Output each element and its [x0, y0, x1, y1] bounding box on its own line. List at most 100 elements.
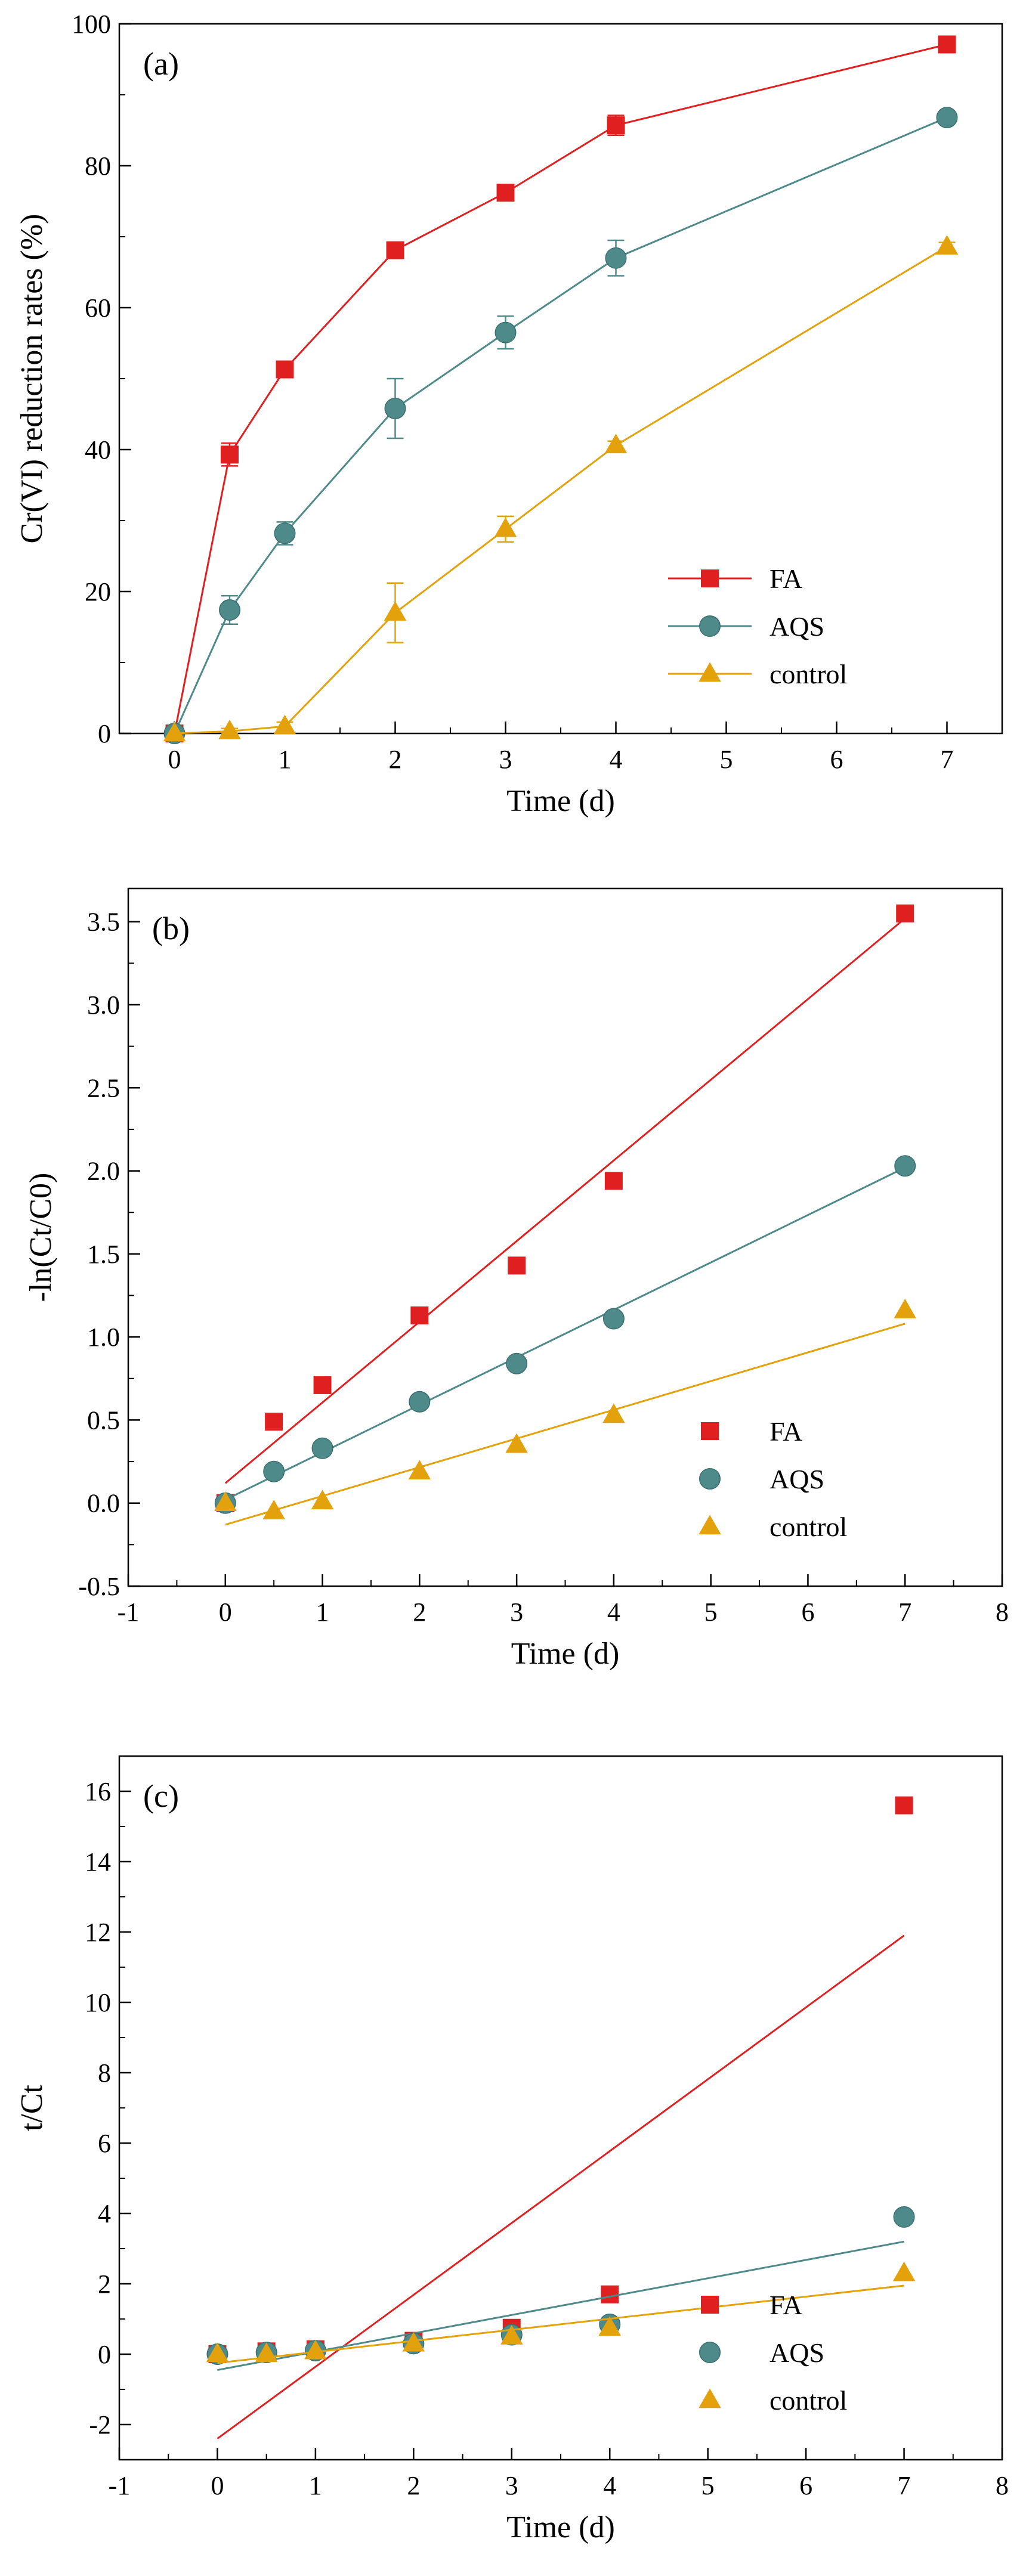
fit-line	[225, 1323, 906, 1526]
legend-item-control: control	[699, 1512, 847, 1542]
x-tick-label: 1	[309, 2471, 322, 2500]
x-tick-label: 7	[898, 2471, 911, 2500]
data-point	[262, 1500, 285, 1519]
data-point	[265, 1413, 283, 1431]
series-line	[174, 44, 947, 734]
data-point	[893, 2206, 915, 2228]
fit-line	[217, 2284, 904, 2364]
x-tick-label: 8	[996, 2471, 1009, 2500]
legend-label: AQS	[770, 1464, 824, 1494]
plot-frame	[118, 23, 1003, 735]
x-tick-label: 6	[830, 745, 843, 774]
legend-marker	[699, 662, 721, 682]
data-point	[386, 241, 404, 259]
y-axis-label: t/Ct	[15, 2084, 49, 2131]
y-tick-label: 16	[85, 1777, 111, 1806]
chart-panel-1: 0 1 2 3 4 5 6 7 0 20 40 60 80 100 Time (d) Cr(VI) reduc…	[15, 10, 1003, 818]
y-tick-label: 100	[72, 10, 111, 39]
series-line	[174, 116, 948, 734]
legend-marker	[699, 2388, 721, 2408]
x-axis-label: Time (d)	[506, 2510, 615, 2544]
legend-marker	[701, 1422, 719, 1440]
panel-label: (c)	[143, 1778, 179, 1814]
data-point	[276, 360, 294, 379]
data-point	[311, 1437, 333, 1459]
x-tick-label: 0	[168, 745, 181, 774]
legend-marker	[699, 1515, 721, 1535]
y-tick-label: 3.0	[87, 990, 120, 1020]
data-point	[273, 714, 296, 735]
legend-label: FA	[770, 564, 802, 594]
data-point	[496, 184, 515, 202]
plot-frame	[118, 1755, 1003, 2461]
legend-label: control	[770, 659, 847, 689]
x-tick-label: 1	[316, 1597, 329, 1627]
plot-frame	[127, 887, 1003, 1587]
legend: FA AQS control	[668, 564, 847, 689]
data-point	[408, 1460, 431, 1480]
data-point	[304, 2339, 327, 2360]
fit-line	[224, 917, 906, 1484]
series-FA	[165, 35, 956, 742]
fit-line	[217, 2240, 904, 2371]
y-tick-label: 0.5	[87, 1405, 120, 1435]
y-tick-label: -2	[89, 2410, 111, 2439]
y-tick-label: 40	[85, 435, 111, 465]
x-axis-label: Time (d)	[506, 784, 615, 818]
data-point	[895, 1796, 913, 1815]
x-tick-label: 4	[603, 2471, 616, 2500]
legend-marker	[699, 615, 721, 637]
data-point	[219, 599, 240, 621]
x-tick-label: -1	[118, 1597, 140, 1627]
fit-line	[217, 1934, 905, 2439]
y-tick-label: 8	[98, 2058, 111, 2088]
data-point	[311, 1490, 334, 1510]
data-point	[508, 1256, 526, 1275]
data-point	[384, 397, 406, 419]
data-point	[163, 722, 186, 742]
x-tick-label: 1	[279, 745, 292, 774]
y-tick-label: 0.0	[87, 1489, 120, 1518]
x-tick-label: 8	[996, 1597, 1009, 1627]
y-tick-label: 3.5	[87, 908, 120, 937]
y-tick-label: 1.5	[87, 1240, 120, 1269]
x-tick-label: -1	[109, 2471, 131, 2500]
series-control	[163, 235, 959, 742]
y-tick-label: 60	[85, 293, 111, 323]
data-point	[274, 522, 296, 544]
legend-item-FA: FA	[668, 564, 802, 594]
data-point	[255, 2342, 278, 2363]
x-tick-label: 4	[610, 745, 623, 774]
x-tick-label: 6	[801, 1597, 814, 1627]
data-point	[505, 1433, 528, 1453]
y-tick-label: 6	[98, 2129, 111, 2158]
y-axis-label: Cr(VI) reduction rates (%)	[15, 214, 49, 544]
fit-line	[225, 1166, 906, 1501]
x-tick-label: 4	[607, 1597, 620, 1627]
legend-item-FA: FA	[701, 1416, 802, 1447]
x-tick-label: 3	[505, 2471, 518, 2500]
data-point	[409, 1391, 431, 1413]
x-tick-label: 7	[898, 1597, 911, 1627]
data-point	[495, 321, 517, 343]
data-point	[313, 1376, 332, 1394]
legend-item-control: control	[668, 659, 847, 689]
data-point	[494, 517, 517, 537]
legend-marker	[701, 569, 719, 587]
series-FA	[216, 904, 914, 1512]
data-point	[604, 434, 628, 454]
series-AQS	[214, 1155, 916, 1514]
x-tick-label: 0	[211, 2471, 224, 2500]
legend-item-control: control	[699, 2385, 847, 2416]
legend-item-AQS: AQS	[699, 2337, 824, 2368]
y-tick-label: 80	[85, 151, 111, 181]
data-point	[206, 2342, 229, 2363]
legend-label: AQS	[770, 2337, 824, 2368]
data-point	[598, 2316, 621, 2336]
data-point	[892, 2261, 916, 2281]
series-control	[214, 1299, 916, 1526]
data-point	[500, 2324, 523, 2345]
data-point	[410, 1306, 429, 1324]
legend-label: AQS	[770, 611, 824, 642]
legend-marker	[699, 2342, 721, 2363]
